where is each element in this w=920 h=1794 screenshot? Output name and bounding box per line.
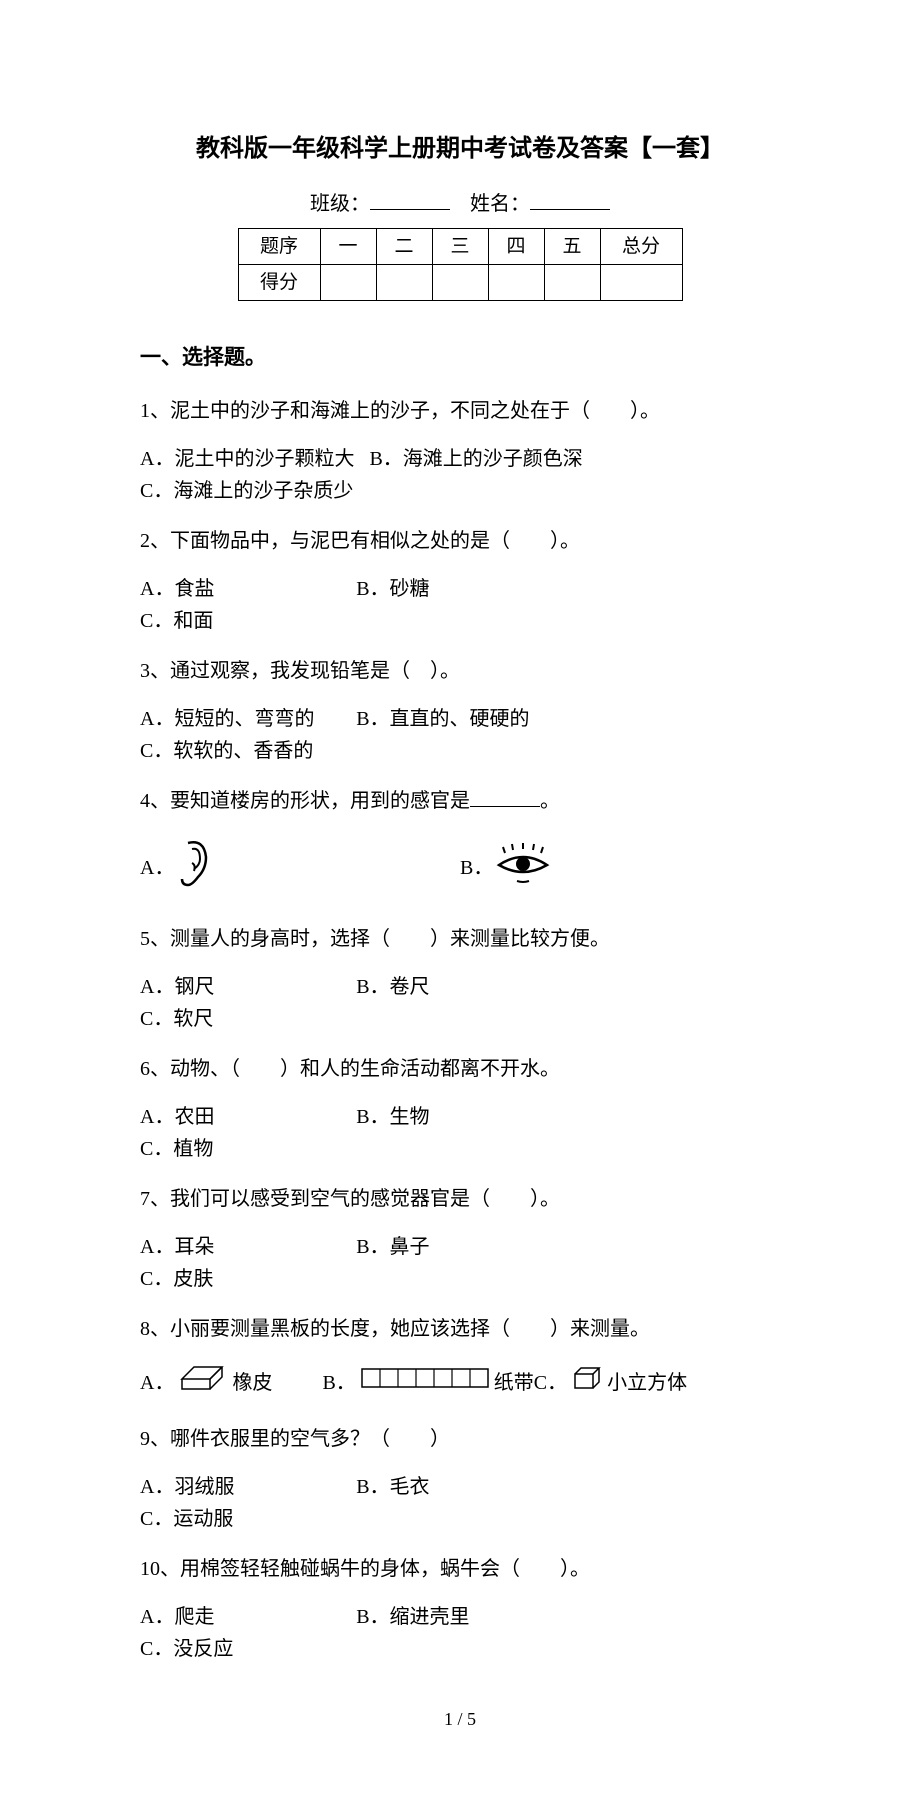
option-a: A．农田	[140, 1101, 351, 1133]
option-c: C．植物	[140, 1133, 351, 1165]
q4-text: 4、要知道楼房的形状，用到的感官是	[140, 790, 470, 812]
options-row: A．农田 B．生物 C．植物	[140, 1101, 780, 1165]
score-cell	[376, 265, 432, 301]
score-table: 题序 一 二 三 四 五 总分 得分	[238, 228, 683, 301]
option-b-text: 纸带	[494, 1367, 534, 1399]
question-text: 4、要知道楼房的形状，用到的感官是 。	[140, 781, 780, 821]
col-2: 二	[376, 229, 432, 265]
options-row: A．泥土中的沙子颗粒大 B．海滩上的沙子颜色深 C．海滩上的沙子杂质少	[140, 443, 780, 507]
option-a: A．羽绒服	[140, 1471, 351, 1503]
option-b: B．鼻子	[356, 1231, 567, 1263]
option-c: C．软尺	[140, 1003, 351, 1035]
option-b: B．砂糖	[356, 573, 567, 605]
option-b: B．卷尺	[356, 971, 567, 1003]
option-c: C．运动服	[140, 1503, 351, 1535]
class-blank	[370, 192, 450, 210]
col-total: 总分	[600, 229, 682, 265]
exam-title: 教科版一年级科学上册期中考试卷及答案【一套】	[140, 130, 780, 168]
score-cell	[320, 265, 376, 301]
score-cell	[432, 265, 488, 301]
option-c: C．海滩上的沙子杂质少	[140, 475, 353, 507]
class-label: 班级：	[310, 193, 370, 215]
options-row: A． B．	[140, 835, 780, 901]
options-row: A．耳朵 B．鼻子 C．皮肤	[140, 1231, 780, 1295]
table-row: 题序 一 二 三 四 五 总分	[238, 229, 682, 265]
score-cell	[488, 265, 544, 301]
cube-icon	[571, 1364, 603, 1402]
question-text: 7、我们可以感受到空气的感觉器官是（ ）。	[140, 1179, 780, 1219]
question-text: 2、下面物品中，与泥巴有相似之处的是（ ）。	[140, 521, 780, 561]
eye-icon	[493, 841, 553, 895]
blank	[470, 791, 540, 807]
question-text: 1、泥土中的沙子和海滩上的沙子，不同之处在于（ ）。	[140, 391, 780, 431]
option-c: C．和面	[140, 605, 351, 637]
score-cell	[544, 265, 600, 301]
question-text: 3、通过观察，我发现铅笔是（ ）。	[140, 651, 780, 691]
option-c-label: C．	[534, 1367, 567, 1399]
option-a: A．短短的、弯弯的	[140, 703, 351, 735]
name-blank	[530, 192, 610, 210]
option-a: A．耳朵	[140, 1231, 351, 1263]
options-row: A．食盐 B．砂糖 C．和面	[140, 573, 780, 637]
ear-icon	[174, 835, 214, 901]
option-a: A．钢尺	[140, 971, 351, 1003]
options-row: A．羽绒服 B．毛衣 C．运动服	[140, 1471, 780, 1535]
option-c: C．软软的、香香的	[140, 735, 351, 767]
name-label: 姓名：	[470, 193, 530, 215]
option-b: B．海滩上的沙子颜色深	[369, 443, 582, 475]
section-title: 一、选择题。	[140, 341, 780, 375]
q4-suffix: 。	[540, 790, 560, 812]
options-row: A． 橡皮 B． 纸带 C． 小立方体	[140, 1361, 780, 1405]
question-text: 10、用棉签轻轻触碰蜗牛的身体，蜗牛会（ ）。	[140, 1549, 780, 1589]
question-text: 9、哪件衣服里的空气多？（ ）	[140, 1419, 780, 1459]
options-row: A．短短的、弯弯的 B．直直的、硬硬的 C．软软的、香香的	[140, 703, 780, 767]
info-line: 班级： 姓名：	[140, 188, 780, 220]
option-b-label: B．	[460, 852, 493, 884]
option-a-text: 橡皮	[232, 1367, 272, 1399]
row-header: 得分	[238, 265, 320, 301]
question-text: 8、小丽要测量黑板的长度，她应该选择（ ）来测量。	[140, 1309, 780, 1349]
question-text: 6、动物、（ ）和人的生命活动都离不开水。	[140, 1049, 780, 1089]
page-number: 1 / 5	[140, 1705, 780, 1734]
options-row: A．爬走 B．缩进壳里 C．没反应	[140, 1601, 780, 1665]
col-1: 一	[320, 229, 376, 265]
option-a-label: A．	[140, 1367, 174, 1399]
col-3: 三	[432, 229, 488, 265]
score-cell	[600, 265, 682, 301]
option-b: B．毛衣	[356, 1471, 567, 1503]
option-b: B．缩进壳里	[356, 1601, 567, 1633]
eraser-icon	[178, 1361, 228, 1405]
option-a: A．泥土中的沙子颗粒大	[140, 443, 354, 475]
option-b: B．直直的、硬硬的	[356, 703, 567, 735]
col-5: 五	[544, 229, 600, 265]
option-c: C．没反应	[140, 1633, 351, 1665]
options-row: A．钢尺 B．卷尺 C．软尺	[140, 971, 780, 1035]
question-text: 5、测量人的身高时，选择（ ）来测量比较方便。	[140, 919, 780, 959]
option-c-text: 小立方体	[607, 1367, 687, 1399]
option-a-label: A．	[140, 852, 174, 884]
table-row: 得分	[238, 265, 682, 301]
option-b: B．生物	[356, 1101, 567, 1133]
option-b-label: B．	[322, 1367, 355, 1399]
option-a: A．食盐	[140, 573, 351, 605]
col-4: 四	[488, 229, 544, 265]
row-header: 题序	[238, 229, 320, 265]
tape-icon	[360, 1365, 490, 1401]
option-a: A．爬走	[140, 1601, 351, 1633]
option-c: C．皮肤	[140, 1263, 351, 1295]
